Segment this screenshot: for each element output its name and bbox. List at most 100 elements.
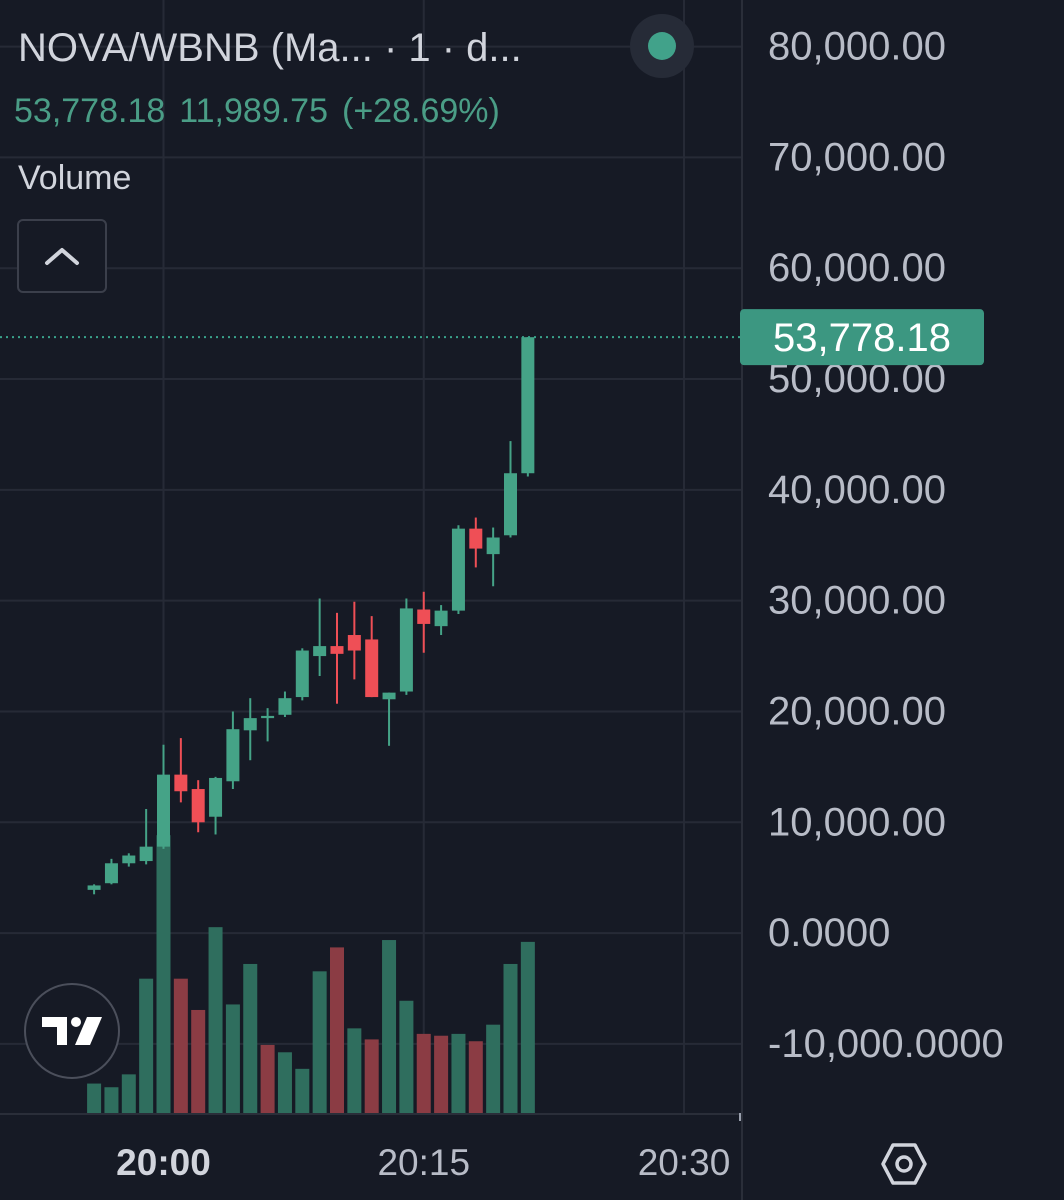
candle-body <box>434 610 448 627</box>
candle-down <box>330 612 344 704</box>
candle-body <box>157 774 170 847</box>
candle-body <box>313 646 327 657</box>
market-status-indicator[interactable] <box>630 14 694 78</box>
volume-indicator-label[interactable]: Volume <box>18 159 132 197</box>
candle-up <box>399 598 413 695</box>
volume-bar <box>121 1074 136 1113</box>
volume-bar <box>191 1009 206 1113</box>
candle-up <box>486 527 500 587</box>
candle-up <box>521 337 535 477</box>
volume-bar <box>382 940 397 1113</box>
candle-body <box>209 777 223 817</box>
candle-up <box>382 692 396 746</box>
candle-body <box>295 650 309 698</box>
last-price-value: 53,778.18 <box>14 92 166 130</box>
symbol-title[interactable]: NOVA/WBNB (Ma... · 1 · d... <box>18 26 522 70</box>
candle-body <box>191 789 205 823</box>
candle-up <box>261 708 275 742</box>
candle-body <box>521 337 535 474</box>
y-tick-label: -10,000.0000 <box>768 1022 1004 1066</box>
y-tick-label: 10,000.00 <box>768 800 946 844</box>
time-axis: 20:00 20:15 20:30 <box>116 1142 730 1183</box>
candle-up <box>313 598 327 677</box>
tradingview-logo-icon <box>42 1017 102 1045</box>
candle-body <box>399 608 413 692</box>
volume-bar <box>330 947 344 1113</box>
candle-up <box>226 711 240 790</box>
candle-body <box>261 715 275 719</box>
y-tick-label: 70,000.00 <box>768 135 946 179</box>
price-change-value: 11,989.75 <box>179 92 328 130</box>
candle-up <box>104 858 118 885</box>
candle-up <box>243 698 257 761</box>
volume-bar <box>503 963 518 1113</box>
candles <box>87 337 535 895</box>
candle-body <box>278 698 292 715</box>
candle-body <box>486 537 500 555</box>
y-tick-label: 80,000.00 <box>768 25 946 69</box>
volume-bar <box>347 1028 362 1113</box>
volume-bar <box>468 1041 483 1113</box>
volume-bar <box>156 835 171 1113</box>
chart-header: NOVA/WBNB (Ma... · 1 · d... <box>18 22 522 74</box>
candle-body <box>347 635 361 651</box>
candle-body <box>174 774 188 792</box>
candle-up <box>295 648 309 701</box>
candle-body <box>504 473 517 536</box>
volume-bar <box>451 1033 466 1113</box>
volume-bar <box>260 1044 275 1113</box>
x-tick-label: 20:15 <box>377 1142 470 1183</box>
volume-bar <box>416 1033 431 1113</box>
candle-down <box>191 780 205 833</box>
candle-body <box>451 528 465 611</box>
candle-down <box>417 591 431 653</box>
volume-bar <box>399 1000 414 1113</box>
volume-bar <box>208 927 223 1113</box>
candle-body <box>104 863 118 884</box>
candle-up <box>209 776 223 835</box>
current-price-label: 53,778.18 <box>773 316 951 360</box>
current-price-tag <box>740 309 984 366</box>
green-status-dot-icon <box>648 32 676 60</box>
candle-up <box>122 853 136 867</box>
candle-down <box>347 601 361 680</box>
price-quote-line: 53,778.18 11,989.75 (+28.69%) <box>14 88 514 134</box>
collapse-legend-button[interactable] <box>17 219 107 293</box>
volume-bar <box>104 1087 119 1113</box>
candle-down <box>365 616 379 698</box>
candle-body <box>417 609 431 624</box>
chart-grid <box>0 0 743 1200</box>
candle-down <box>469 517 483 568</box>
volume-bar <box>434 1035 449 1113</box>
candle-body <box>330 646 344 654</box>
volume-bar <box>173 978 188 1113</box>
candle-body <box>122 855 136 864</box>
candle-down <box>174 738 188 803</box>
volume-bar <box>312 971 327 1113</box>
volume-bar <box>295 1068 310 1113</box>
x-tick-label: 20:00 <box>116 1142 211 1183</box>
y-tick-label: 40,000.00 <box>768 468 946 512</box>
volume-bar <box>225 1004 240 1113</box>
x-tick-label: 20:30 <box>638 1142 731 1183</box>
y-tick-label: 20,000.00 <box>768 689 946 733</box>
candle-body <box>382 692 396 700</box>
candle-up <box>504 441 517 538</box>
chart-settings-button[interactable] <box>878 1138 930 1190</box>
candle-up <box>434 605 448 636</box>
volume-bar <box>486 1024 501 1113</box>
candle-body <box>226 729 240 782</box>
tradingview-logo-button[interactable] <box>24 983 120 1079</box>
candle-up <box>139 808 153 865</box>
price-axis: 80,000.0070,000.0060,000.0050,000.0040,0… <box>740 25 1004 1066</box>
y-tick-label: 0.0000 <box>768 911 890 955</box>
volume-bar <box>139 978 154 1113</box>
volume-bar <box>87 1083 102 1113</box>
volume-bar <box>364 1039 379 1113</box>
volume-bar <box>243 963 258 1113</box>
candle-body <box>87 885 101 890</box>
candle-up <box>157 744 170 849</box>
y-tick-label: 60,000.00 <box>768 246 946 290</box>
y-tick-label: 30,000.00 <box>768 579 946 623</box>
